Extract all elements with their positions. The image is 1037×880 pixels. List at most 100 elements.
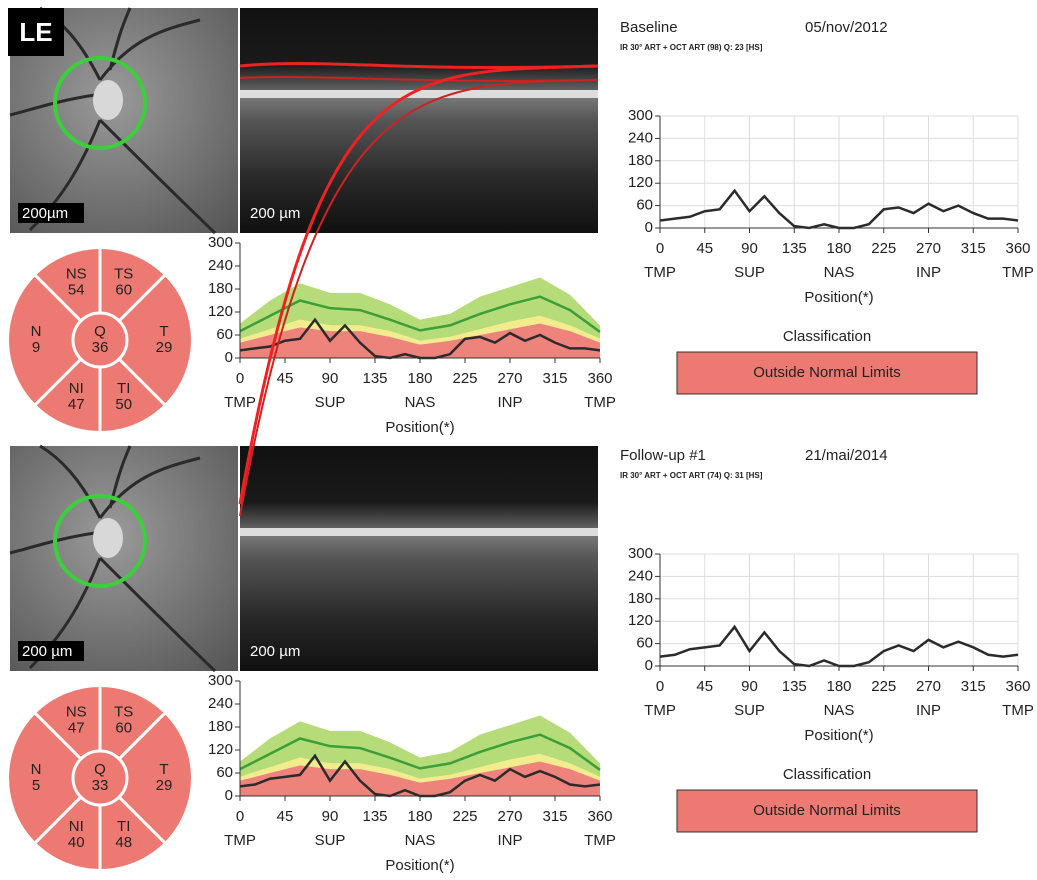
- x-tick-label: 45: [696, 240, 713, 257]
- y-tick-label: 0: [225, 349, 233, 366]
- y-tick-label: 300: [628, 545, 653, 562]
- oct-image: [240, 8, 598, 233]
- x-region-label: TMP: [224, 394, 256, 411]
- global-label: Q: [94, 323, 106, 340]
- sector-value: 50: [115, 396, 132, 413]
- x-region-label: NAS: [405, 832, 436, 849]
- optic-disc: [93, 518, 123, 558]
- x-tick-label: 225: [452, 808, 477, 825]
- x-region-label: SUP: [734, 702, 765, 719]
- x-axis-title: Position(*): [385, 419, 454, 436]
- sector-label: TS: [114, 704, 133, 721]
- sector-label: T: [159, 761, 168, 778]
- sector-value: 29: [156, 777, 173, 794]
- y-tick-label: 120: [628, 612, 653, 629]
- report: LE200µm200 µmNS54TS60N9T29NI47TI50Q36060…: [0, 0, 1037, 875]
- exam-date: 21/mai/2014: [805, 447, 888, 464]
- sector-label: NI: [69, 818, 84, 835]
- x-tick-label: 135: [782, 678, 807, 695]
- classification-title: Classification: [783, 328, 871, 345]
- x-tick-label: 90: [741, 240, 758, 257]
- classification-title: Classification: [783, 766, 871, 783]
- x-axis-title: Position(*): [804, 727, 873, 744]
- fundus-image: [10, 446, 238, 671]
- classification: Outside Normal Limits: [753, 364, 901, 381]
- sector-value: 60: [115, 282, 132, 299]
- x-region-label: TMP: [584, 832, 616, 849]
- x-axis-title: Position(*): [804, 289, 873, 306]
- x-tick-label: 270: [916, 678, 941, 695]
- oct-scale: 200 µm: [250, 643, 300, 660]
- sector-value: 29: [156, 339, 173, 356]
- x-region-label: TMP: [644, 264, 676, 281]
- x-region-label: INP: [497, 832, 522, 849]
- y-tick-label: 180: [628, 590, 653, 607]
- y-tick-label: 0: [645, 219, 653, 236]
- sector-value: 60: [115, 720, 132, 737]
- y-tick-label: 300: [628, 107, 653, 124]
- sector-label: NS: [66, 704, 87, 721]
- x-region-label: INP: [916, 702, 941, 719]
- sector-value: 54: [68, 282, 85, 299]
- y-tick-label: 240: [628, 129, 653, 146]
- classification: Outside Normal Limits: [753, 802, 901, 819]
- y-tick-label: 180: [628, 152, 653, 169]
- x-tick-label: 360: [1005, 678, 1030, 695]
- x-region-label: NAS: [824, 264, 855, 281]
- x-region-label: SUP: [734, 264, 765, 281]
- exam-date: 05/nov/2012: [805, 19, 888, 36]
- x-tick-label: 180: [407, 370, 432, 387]
- x-tick-label: 225: [452, 370, 477, 387]
- y-tick-label: 300: [208, 234, 233, 251]
- x-tick-label: 360: [1005, 240, 1030, 257]
- optic-disc: [93, 80, 123, 120]
- scan-info: IR 30° ART + OCT ART (74) Q: 31 [HS]: [620, 471, 763, 480]
- sector-label: T: [159, 323, 168, 340]
- fundus-scale: 200µm: [22, 205, 68, 222]
- x-tick-label: 180: [407, 808, 432, 825]
- exam-label: Follow-up #1: [620, 447, 706, 464]
- x-tick-label: 360: [587, 370, 612, 387]
- oct-scale: 200 µm: [250, 205, 300, 222]
- y-tick-label: 120: [208, 741, 233, 758]
- y-tick-label: 120: [628, 174, 653, 191]
- x-tick-label: 315: [542, 808, 567, 825]
- fundus-scale: 200 µm: [22, 643, 72, 660]
- global-value: 33: [92, 777, 109, 794]
- x-axis-title: Position(*): [385, 857, 454, 874]
- sector-value: 47: [68, 720, 85, 737]
- sector-value: 9: [32, 339, 40, 356]
- y-tick-label: 60: [216, 326, 233, 343]
- x-tick-label: 0: [656, 240, 664, 257]
- x-tick-label: 90: [322, 370, 339, 387]
- x-region-label: SUP: [315, 832, 346, 849]
- x-tick-label: 315: [961, 678, 986, 695]
- x-tick-label: 360: [587, 808, 612, 825]
- y-tick-label: 60: [636, 635, 653, 652]
- oct-image: [240, 446, 598, 671]
- y-tick-label: 300: [208, 672, 233, 689]
- badge: LE: [19, 17, 52, 47]
- y-tick-label: 60: [216, 764, 233, 781]
- x-tick-label: 0: [236, 370, 244, 387]
- y-tick-label: 240: [628, 567, 653, 584]
- x-tick-label: 225: [871, 240, 896, 257]
- y-tick-label: 0: [225, 787, 233, 804]
- x-region-label: TMP: [584, 394, 616, 411]
- global-label: Q: [94, 761, 106, 778]
- x-tick-label: 90: [741, 678, 758, 695]
- sector-label: NS: [66, 266, 87, 283]
- x-region-label: NAS: [824, 702, 855, 719]
- x-tick-label: 180: [826, 678, 851, 695]
- x-tick-label: 45: [696, 678, 713, 695]
- y-tick-label: 240: [208, 695, 233, 712]
- x-tick-label: 315: [542, 370, 567, 387]
- x-tick-label: 0: [656, 678, 664, 695]
- x-tick-label: 90: [322, 808, 339, 825]
- sector-label: N: [31, 323, 42, 340]
- scan-info: IR 30° ART + OCT ART (98) Q: 23 [HS]: [620, 43, 763, 52]
- sector-value: 5: [32, 777, 40, 794]
- x-region-label: TMP: [644, 702, 676, 719]
- x-tick-label: 45: [277, 370, 294, 387]
- x-region-label: INP: [497, 394, 522, 411]
